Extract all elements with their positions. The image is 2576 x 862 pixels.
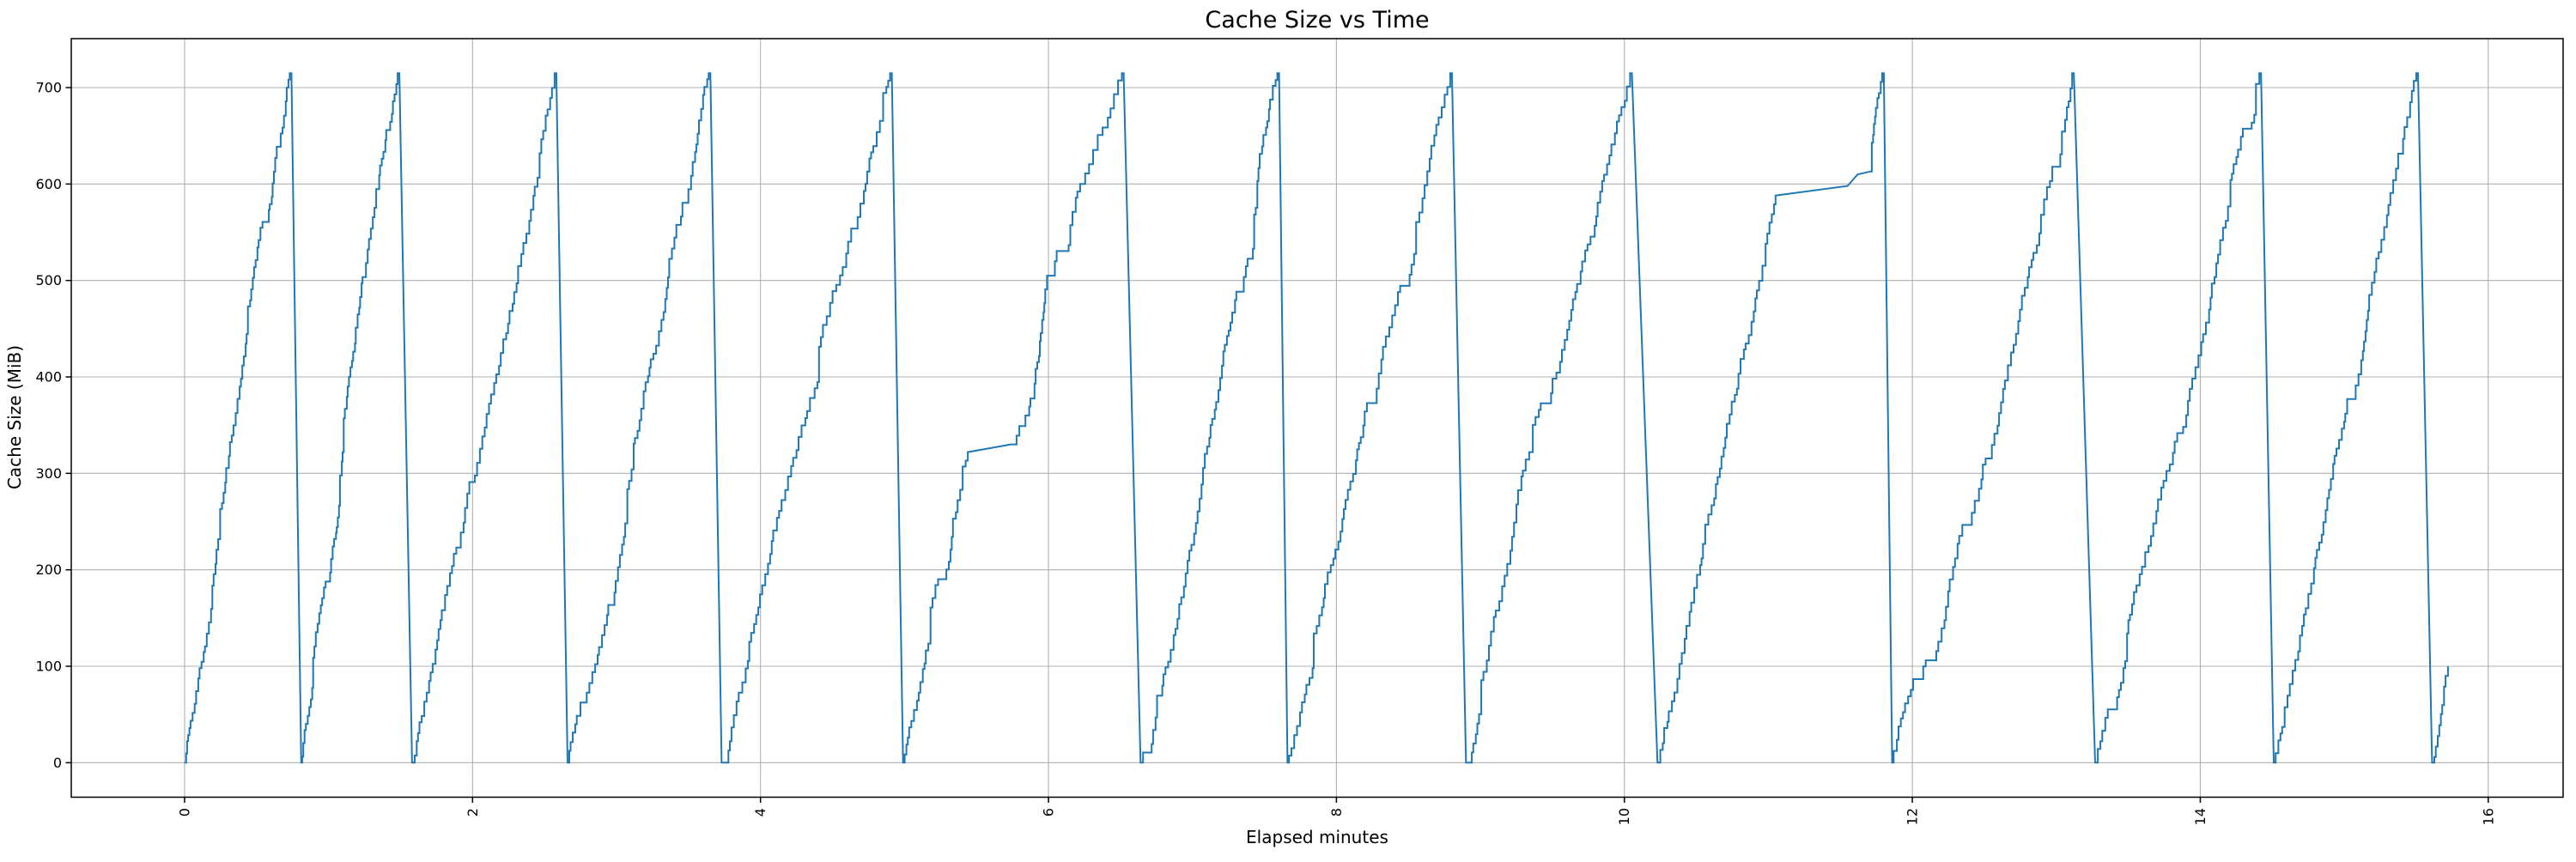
x-axis-label: Elapsed minutes	[1246, 827, 1388, 847]
y-tick-label: 0	[53, 755, 62, 771]
x-tick-label: 0	[176, 808, 192, 816]
x-tick-label: 4	[752, 808, 769, 816]
y-tick-label: 100	[35, 659, 62, 675]
x-tick-label: 12	[1905, 808, 1921, 825]
y-tick-label: 300	[35, 465, 62, 482]
x-tick-label: 8	[1328, 808, 1345, 816]
x-tick-label: 16	[2480, 808, 2496, 825]
tick-labels: 0 2 4 6 8 10 12 14 16 0 100 200 300 400 500 600 700	[35, 80, 2496, 826]
y-tick-label: 500	[35, 272, 62, 288]
plot-border	[70, 38, 2564, 798]
grid	[71, 39, 2563, 798]
x-tick-label: 14	[2192, 808, 2208, 825]
chart-title: Cache Size vs Time	[1205, 7, 1429, 33]
series-layer	[185, 72, 2449, 764]
x-tick-label: 10	[1616, 808, 1632, 825]
axes: 0 2 4 6 8 10 12 14 16 0 100 200 300 400 500 600 700	[35, 38, 2564, 826]
x-tick-label: 2	[465, 808, 481, 816]
y-tick-label: 700	[35, 80, 62, 96]
y-axis-label: Cache Size (MiB)	[4, 345, 25, 489]
y-tick-label: 200	[35, 562, 62, 578]
tick-marks	[65, 87, 2489, 803]
cache-size-series-line	[185, 72, 2449, 764]
x-tick-label: 6	[1041, 808, 1057, 816]
y-tick-label: 400	[35, 369, 62, 385]
y-tick-label: 600	[35, 176, 62, 192]
